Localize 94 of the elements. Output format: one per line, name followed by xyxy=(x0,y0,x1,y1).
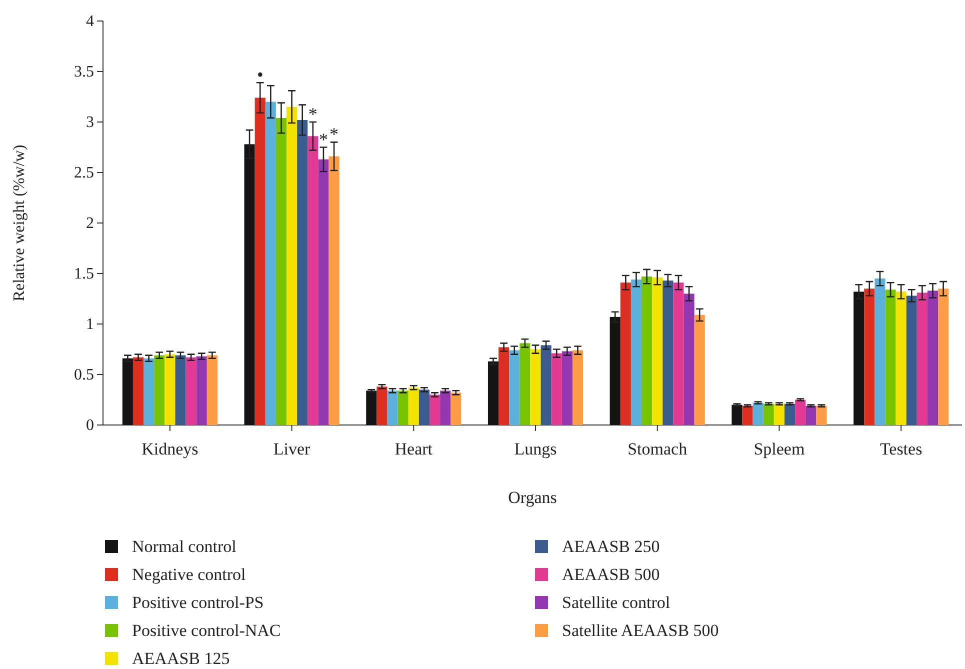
legend-label: Positive control-NAC xyxy=(132,621,281,640)
bar xyxy=(308,136,318,425)
bar xyxy=(418,390,430,425)
bar xyxy=(916,292,928,425)
y-axis-title: Relative weight (%w/w) xyxy=(11,144,28,302)
bar xyxy=(254,98,266,425)
bar xyxy=(387,390,398,425)
legend-label: Satellite AEAASB 500 xyxy=(562,621,719,640)
bar xyxy=(906,296,917,425)
data-label: * xyxy=(330,124,339,144)
bar xyxy=(795,400,806,425)
bar xyxy=(662,280,674,425)
y-tick-label: 0.5 xyxy=(74,366,94,384)
bar xyxy=(874,278,886,425)
bar xyxy=(265,102,276,425)
y-tick-label: 3 xyxy=(86,114,94,132)
x-tick-label: Testes xyxy=(880,439,922,458)
y-tick-label: 4 xyxy=(86,13,94,30)
x-tick-label: Kidneys xyxy=(142,439,198,458)
legend-label: Normal control xyxy=(132,537,237,556)
bar xyxy=(297,120,308,425)
bar xyxy=(244,144,255,425)
legend-label: AEAASB 125 xyxy=(132,649,230,668)
bar xyxy=(328,156,340,425)
bar xyxy=(440,390,451,425)
bar xyxy=(885,290,896,425)
bar xyxy=(450,392,462,425)
legend-label: Satellite control xyxy=(562,593,670,612)
data-label: • xyxy=(256,64,264,85)
bar xyxy=(732,404,742,425)
bar xyxy=(144,358,154,425)
y-tick-label: 0 xyxy=(86,417,94,434)
bar xyxy=(154,355,165,425)
bar xyxy=(694,314,705,425)
bar xyxy=(610,316,620,425)
y-tick-label: 3.5 xyxy=(74,64,94,81)
bar xyxy=(784,404,796,425)
bar xyxy=(752,402,764,425)
bar xyxy=(742,406,753,425)
bar xyxy=(806,406,816,425)
bar xyxy=(318,159,329,425)
bar xyxy=(551,353,562,425)
bar xyxy=(429,394,440,425)
x-tick-label: Liver xyxy=(273,439,311,458)
bar xyxy=(175,355,186,425)
x-tick-label: Spleem xyxy=(754,439,805,458)
bar xyxy=(398,390,408,425)
bar xyxy=(572,350,584,425)
bar xyxy=(896,292,906,425)
bar xyxy=(286,106,298,425)
bar xyxy=(642,276,652,425)
bar xyxy=(206,355,218,425)
legend-label: AEAASB 500 xyxy=(562,565,660,584)
bar xyxy=(122,358,133,425)
x-tick-label: Stomach xyxy=(628,439,688,458)
y-tick-label: 2 xyxy=(86,215,94,232)
x-tick-label: Heart xyxy=(394,439,433,458)
bar xyxy=(196,356,207,425)
bar xyxy=(938,288,949,425)
y-tick-label: 1 xyxy=(86,316,94,334)
bar xyxy=(763,404,774,425)
bar xyxy=(673,282,684,425)
bar xyxy=(488,361,499,425)
bar xyxy=(864,288,875,425)
y-tick-label: 2.5 xyxy=(74,164,94,182)
bar xyxy=(164,354,176,425)
x-tick-label: Lungs xyxy=(514,439,557,458)
y-tick-label: 1.5 xyxy=(74,266,94,283)
bar xyxy=(186,357,196,425)
bar xyxy=(408,388,419,425)
data-label: * xyxy=(308,104,318,124)
bar xyxy=(774,404,784,425)
bar xyxy=(498,347,510,425)
bar xyxy=(366,390,377,425)
bar xyxy=(520,343,530,425)
bar xyxy=(684,294,694,425)
bar xyxy=(630,280,642,425)
bar xyxy=(927,290,938,425)
legend-label: Positive control-PS xyxy=(132,593,264,612)
bar xyxy=(530,349,541,425)
bar xyxy=(276,118,287,425)
bar xyxy=(376,386,388,425)
bar xyxy=(132,357,144,425)
bar xyxy=(816,406,827,425)
legend-label: Negative control xyxy=(132,565,246,584)
bar xyxy=(540,345,552,425)
x-axis-title: Organs xyxy=(508,488,557,507)
bar xyxy=(509,350,520,425)
bar xyxy=(854,292,864,425)
data-label: * xyxy=(318,129,328,150)
bar xyxy=(562,351,572,425)
bar xyxy=(620,282,631,425)
legend-label: AEAASB 250 xyxy=(562,537,660,556)
bar xyxy=(652,278,663,425)
